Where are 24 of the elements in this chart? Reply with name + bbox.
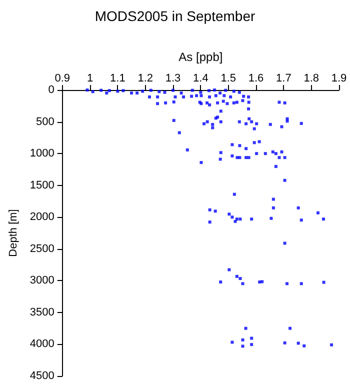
x-tick-label: 1.7	[276, 72, 292, 84]
y-tick-label: 1500	[30, 179, 54, 192]
x-axis-title: As [ppb]	[178, 50, 223, 64]
y-tick-label: 3000	[30, 274, 54, 287]
y-tick-label: 500	[36, 116, 54, 128]
y-tick-label: 2000	[30, 211, 54, 224]
x-tick-label: 1.6	[248, 72, 264, 84]
y-tick-label: 4000	[30, 338, 54, 350]
x-tick-label: 1.4	[193, 72, 208, 84]
y-tick-label: 0	[48, 84, 54, 96]
x-tick-label: 1.1	[110, 72, 126, 84]
y-tick-label: 1000	[30, 148, 54, 160]
x-tick-label: 1.8	[304, 72, 319, 84]
y-tick-label: 3500	[30, 306, 54, 318]
x-tick-label: 1.9	[331, 72, 347, 84]
y-tick-label: 4500	[30, 370, 54, 382]
chart-title: MODS2005 in September	[94, 8, 256, 24]
x-tick-label: 1.2	[138, 72, 154, 84]
x-tick-label: 1.5	[220, 72, 236, 84]
y-axis-title: Depth [m]	[8, 209, 20, 257]
y-tick-label: 2500	[30, 242, 54, 255]
x-tick-label: 1.3	[165, 72, 181, 84]
x-tick-label: 1	[86, 72, 94, 84]
x-tick-label: 0.9	[54, 72, 70, 84]
